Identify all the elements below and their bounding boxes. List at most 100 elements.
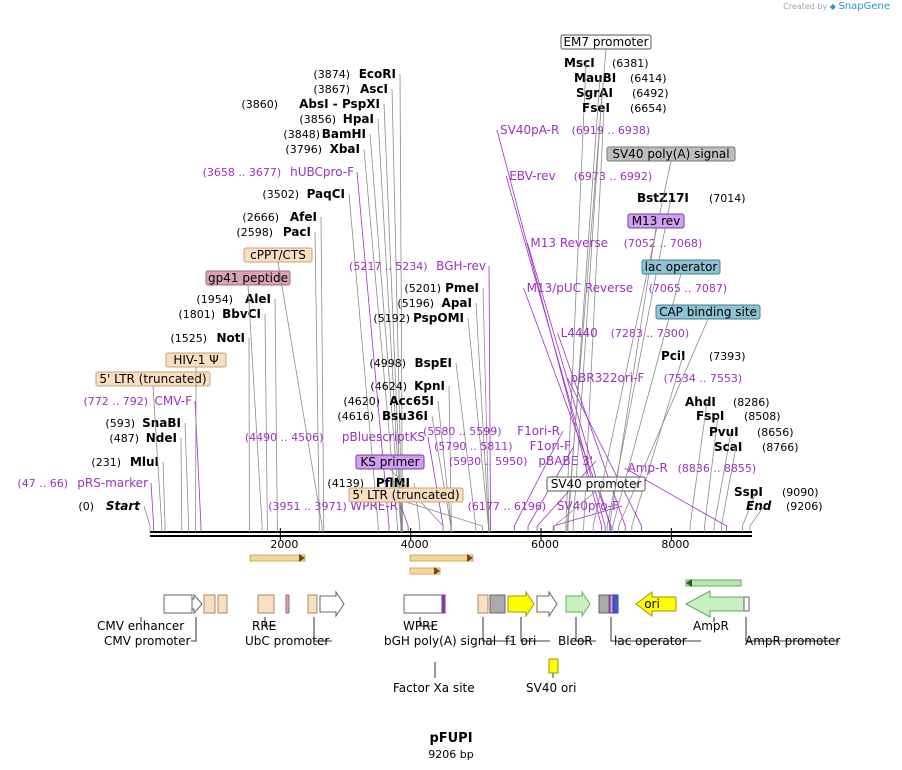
site-name: AhdI [685,395,716,409]
label-box-text: KS primer [360,455,419,469]
sv40-promoter-arrow [536,590,558,618]
site-position: (4616) [337,410,374,423]
site-name: MluI [130,455,159,469]
feature-label: CMV enhancer [97,619,184,633]
primer-leader-line [150,482,155,532]
restriction-site: AscI (3867) [313,82,403,532]
restriction-site: AleI (1954) [196,292,278,532]
primer-name: L4440 [561,326,598,340]
primer-name: BGH-rev [436,259,486,273]
primer-site: F1ori-R (5580 .. 5599) [423,424,564,532]
primer-name: Amp-R [628,461,668,475]
primer-range: (772 .. 792) [83,395,148,408]
plasmid-name: pFUPI [429,731,473,746]
site-leader-line [742,491,757,532]
primer-name: pBR322ori-F [570,371,644,385]
restriction-site: PmeI (5201) [404,281,490,532]
site-leader-line [448,385,452,532]
ampr-arrow-bar [685,579,742,587]
site-leader-line [274,298,278,532]
label-box-text: cPPT/CTS [250,248,306,262]
restriction-site: MscI (6381) [564,56,649,532]
site-name: SspI [734,485,763,499]
site-name: Start [106,499,141,513]
ltr-feature-bar [409,554,474,562]
primer-site: hUBCpro-F (3658 .. 3677) [203,165,390,532]
site-position: (3867) [313,83,350,96]
feature-connector [264,617,276,627]
primer-name: pBluescriptKS [342,430,425,444]
primer-range: (5217 .. 5234) [349,260,428,273]
primer-leader-line [400,505,409,532]
site-leader-line [391,88,403,532]
feature-connector [575,617,596,642]
axis-tick-label: 8000 [661,538,689,551]
site-name: PaqCI [307,187,345,201]
label-box-leader [405,501,483,532]
site-name: AfeI [290,210,317,224]
restriction-site: PaqCI (3502) [262,187,379,532]
label-box-text: lac operator [645,260,718,274]
ltr-arrow-head-icon [299,554,305,562]
site-position: (4620) [343,395,380,408]
primer-range: (5930 .. 5950) [449,455,528,468]
site-name: FseI [582,101,610,115]
restriction-site: PvuI (8656) [709,425,794,532]
site-name: SnaBI [142,416,181,430]
site-name: Acc65I [389,394,434,408]
site-leader-line [162,461,166,532]
restriction-site: NotI (1525) [170,331,250,532]
primer-range: (6919 .. 6938) [572,124,651,137]
primer-range: (7534 .. 7553) [664,372,743,385]
label-box-leader [618,318,709,532]
restriction-site: AbsI - PspXI (3860) [241,97,402,532]
label-box-text: EM7 promoter [563,35,648,49]
feature-label-box: 5' LTR (truncated) [95,371,211,532]
label-box-text: M13 rev [632,214,681,228]
axis-tick-label: 2000 [270,538,298,551]
site-name: MscI [564,56,595,70]
site-name: BamHI [322,127,366,141]
feature-connector [745,617,839,642]
restriction-site: SnaBI (593) [105,416,190,532]
feature-label-box: gp41 peptide [205,270,291,532]
primer-name: M13/pUC Reverse [527,281,634,295]
site-position: (4139) [327,477,364,490]
feature-label-box: SV40 promoter [546,476,646,532]
snapgene-logo-icon: ◆ [829,2,836,11]
restriction-site: BamHI(3848) [283,127,402,532]
sv40-ori-block [548,658,559,674]
site-leader-line [482,287,490,532]
primer-name: EBV-rev [509,169,555,183]
ltr-block [203,594,216,614]
site-name: End [746,499,772,513]
site-leader-line [606,197,672,532]
site-leader-line [320,216,325,532]
site-name: MauBI [574,71,616,85]
primer-range: (3658 .. 3677) [203,166,282,179]
label-box-leader [612,273,682,532]
restriction-site: BbvCI (1801) [178,307,268,532]
ltr3-block [477,594,489,614]
site-name: BbvCI [222,307,261,321]
restriction-site: Acc65I (4620) [343,394,452,532]
wpre-shape [403,594,443,614]
site-name: NotI [217,331,246,345]
primer-range: (8836 .. 8855) [678,462,757,475]
primer-range: (5790 .. 5811) [434,440,513,453]
primer-name: SV40pro-F [557,499,619,513]
site-leader-line [713,431,732,532]
site-position: (5196) [397,297,434,310]
site-position: (1801) [178,308,215,321]
site-leader-line [749,505,765,532]
primer-leader-line [496,129,602,532]
restriction-site: SgrAI (6492) [572,86,669,532]
primer-range: (4490 .. 4506) [245,431,324,444]
primer-name: pBABE 3' [538,454,593,468]
primer-leader-line [356,171,390,532]
site-name: PspOMI [413,311,464,325]
site-position: (5192) [373,312,410,325]
site-position: (6654) [630,102,667,115]
bgh-polya-block [489,594,506,614]
restriction-site: AfeI (2666) [242,210,325,532]
